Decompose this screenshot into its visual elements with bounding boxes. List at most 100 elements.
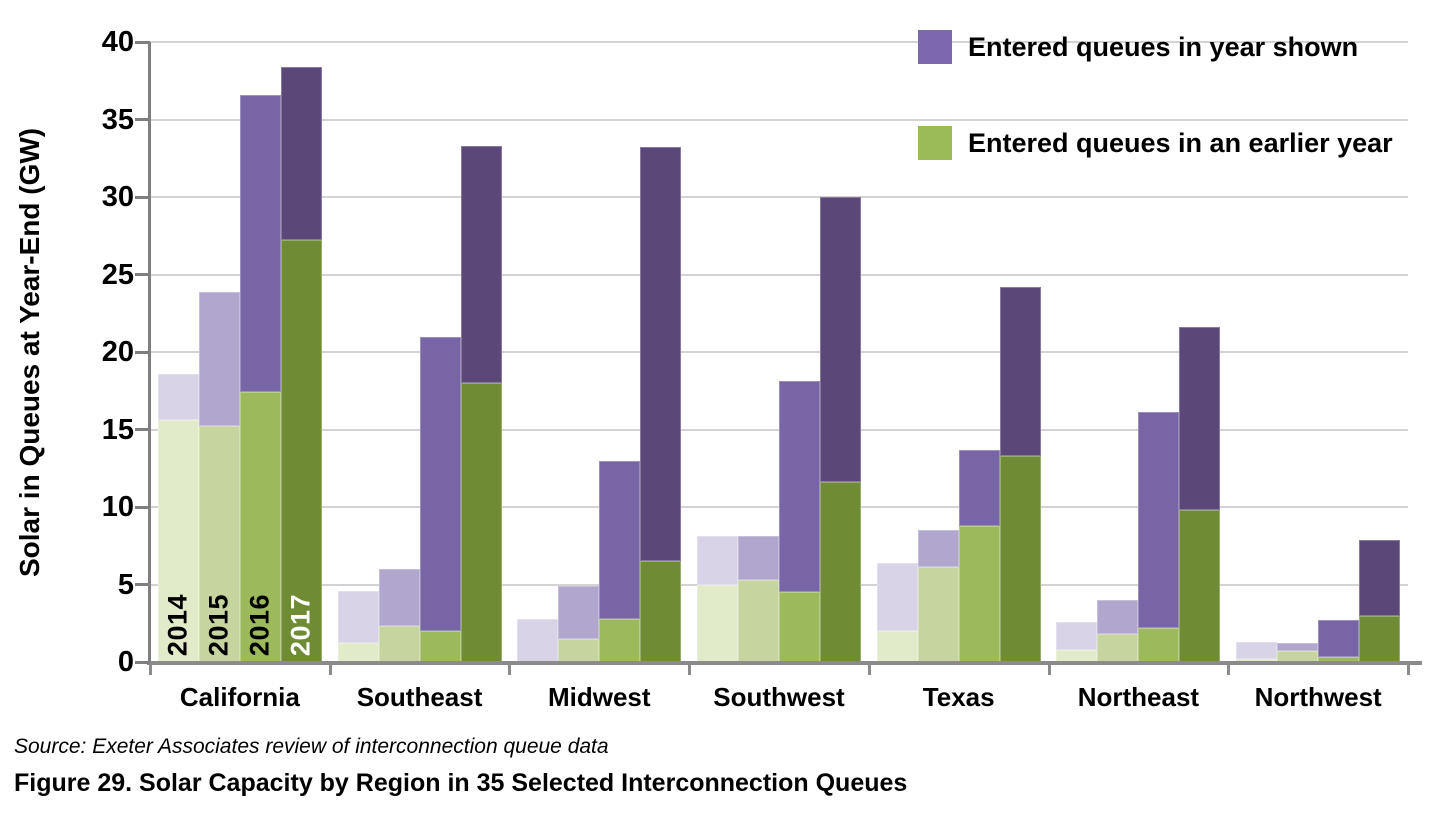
bar-california-2014: 2014 bbox=[157, 373, 199, 662]
x-axis-label-texas: Texas bbox=[922, 682, 995, 712]
bar-segment-earlier bbox=[1359, 615, 1401, 662]
bar-segment-earlier bbox=[917, 567, 959, 662]
x-axis-label-midwest: Midwest bbox=[547, 682, 651, 712]
y-axis-tick-label: 10 bbox=[101, 491, 134, 523]
bar-segment-in-year bbox=[999, 286, 1041, 456]
legend-swatch-green bbox=[918, 126, 952, 160]
gridline-30 bbox=[150, 196, 1408, 198]
bar-group-midwest bbox=[509, 42, 689, 662]
bar-california-2016: 2016 bbox=[239, 94, 281, 662]
bar-segment-in-year bbox=[1277, 643, 1319, 652]
bar-segment-in-year bbox=[239, 94, 281, 393]
y-axis-tick bbox=[135, 350, 150, 354]
bar-year-label: 2014 bbox=[162, 593, 193, 656]
bar-segment-in-year bbox=[1359, 539, 1401, 616]
x-axis-tick bbox=[149, 664, 152, 675]
bar-segment-in-year bbox=[1179, 327, 1221, 511]
x-axis-line bbox=[147, 661, 1422, 665]
bar-segment-earlier bbox=[337, 643, 379, 662]
bar-segment-earlier bbox=[876, 631, 918, 662]
bar-segment-in-year bbox=[558, 586, 600, 639]
bar-segment-in-year bbox=[696, 536, 738, 585]
bar-segment-earlier bbox=[778, 592, 820, 662]
y-axis-tick bbox=[135, 660, 150, 664]
x-axis-tick bbox=[1407, 664, 1410, 675]
x-axis-label-southwest: Southwest bbox=[713, 682, 845, 712]
bar-northeast-2016 bbox=[1138, 412, 1180, 662]
bar-segment-earlier bbox=[640, 561, 682, 662]
bar-year-label: 2016 bbox=[244, 593, 275, 656]
bar-texas-2015 bbox=[917, 530, 959, 662]
bar-texas-2016 bbox=[958, 449, 1000, 662]
bar-segment-in-year bbox=[198, 291, 240, 427]
bar-segment-earlier bbox=[280, 240, 322, 662]
bar-segment-earlier bbox=[1277, 651, 1319, 662]
bar-southeast-2016 bbox=[419, 336, 461, 662]
bar-texas-2014 bbox=[876, 562, 918, 662]
y-axis-tick bbox=[135, 40, 150, 44]
gridline-20 bbox=[150, 351, 1408, 353]
bar-midwest-2015 bbox=[558, 586, 600, 662]
bar-southwest-2015 bbox=[737, 536, 779, 662]
y-axis-tick bbox=[135, 428, 150, 431]
bar-group-southwest bbox=[689, 42, 869, 662]
bar-segment-earlier bbox=[819, 482, 861, 662]
y-axis-tick-label: 5 bbox=[117, 568, 134, 601]
bar-segment-earlier bbox=[378, 626, 420, 662]
plot-area: 2014 2015 2016 2017 California Southeast Midwe… bbox=[102, 26, 1422, 712]
bar-segment-in-year bbox=[1056, 621, 1098, 650]
bar-northwest-2014 bbox=[1236, 641, 1278, 662]
bar-segment-in-year bbox=[737, 536, 779, 580]
bar-segment-in-year bbox=[337, 590, 379, 644]
bar-segment-in-year bbox=[517, 618, 559, 662]
bar-southeast-2015 bbox=[378, 569, 420, 662]
bar-segment-earlier bbox=[958, 525, 1000, 662]
legend-item-earlier: Entered queues in an earlier year bbox=[918, 126, 1393, 160]
x-axis-label-northeast: Northeast bbox=[1077, 682, 1200, 712]
legend-label-in-year: Entered queues in year shown bbox=[968, 31, 1359, 62]
legend-label-earlier: Entered queues in an earlier year bbox=[968, 127, 1393, 158]
bar-texas-2017 bbox=[999, 286, 1041, 662]
bar-segment-earlier bbox=[419, 631, 461, 662]
bar-midwest-2014 bbox=[517, 618, 559, 662]
bar-segment-earlier bbox=[696, 584, 738, 662]
x-axis-tick bbox=[508, 664, 512, 675]
y-axis-title: Solar in Queues at Year-End (GW) bbox=[14, 127, 45, 577]
bar-segment-earlier bbox=[239, 392, 281, 662]
bar-year-label: 2017 bbox=[285, 593, 316, 656]
x-axis-tick bbox=[688, 664, 692, 675]
bar-northwest-2015 bbox=[1277, 643, 1319, 662]
bar-segment-in-year bbox=[419, 336, 461, 631]
source-note: Source: Exeter Associates review of inte… bbox=[14, 735, 609, 758]
bar-segment-in-year bbox=[280, 66, 322, 241]
bar-segment-in-year bbox=[157, 373, 199, 421]
x-axis-tick bbox=[867, 664, 871, 675]
y-axis-tick-label: 0 bbox=[117, 646, 134, 678]
y-axis-tick bbox=[135, 583, 150, 586]
bar-southwest-2014 bbox=[696, 536, 738, 662]
figure-caption: Figure 29. Solar Capacity by Region in 3… bbox=[14, 769, 908, 797]
y-axis-tick-label: 25 bbox=[101, 258, 134, 291]
bar-segment-earlier bbox=[1179, 510, 1221, 662]
bar-segment-earlier bbox=[460, 383, 502, 662]
bar-segment-in-year bbox=[876, 562, 918, 631]
x-axis-tick bbox=[1227, 664, 1231, 675]
bar-southeast-2014 bbox=[337, 590, 379, 662]
bar-segment-in-year bbox=[1097, 600, 1139, 635]
y-axis-tick-label: 30 bbox=[101, 181, 134, 213]
bar-segment-earlier bbox=[1056, 649, 1098, 662]
bar-segment-in-year bbox=[599, 460, 641, 619]
bar-segment-earlier bbox=[1097, 634, 1139, 662]
bar-northeast-2014 bbox=[1056, 621, 1098, 662]
y-axis-tick bbox=[135, 273, 150, 276]
bar-segment-earlier bbox=[599, 618, 641, 662]
bar-segment-in-year bbox=[1138, 412, 1180, 628]
bar-segment-in-year bbox=[1318, 620, 1360, 658]
bar-northeast-2017 bbox=[1179, 327, 1221, 662]
bar-midwest-2016 bbox=[599, 460, 641, 663]
y-axis-tick-label: 15 bbox=[101, 413, 134, 446]
y-axis-tick bbox=[135, 505, 150, 509]
bar-segment-in-year bbox=[640, 147, 682, 562]
x-axis-label-california: California bbox=[179, 682, 300, 712]
